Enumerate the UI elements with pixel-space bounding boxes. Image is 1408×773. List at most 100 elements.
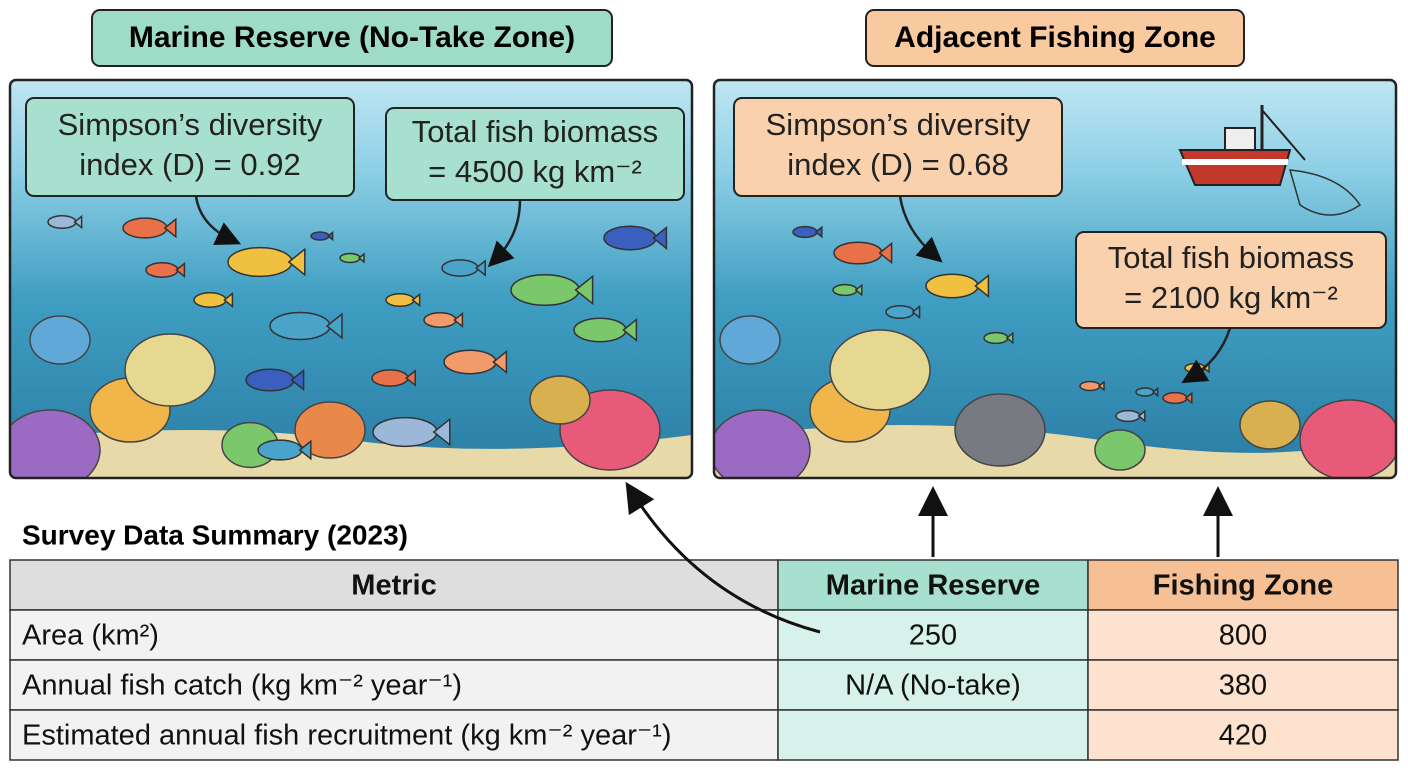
callout-text: index (D) = 0.68 (787, 147, 1008, 182)
coral (829, 329, 931, 411)
title-tag (865, 9, 1245, 67)
fish (573, 317, 627, 343)
callout-text: = 4500 kg km⁻² (428, 154, 642, 189)
callout-text: Simpson’s diversity (58, 107, 323, 142)
fish-tail (175, 262, 186, 278)
fish-tail (1097, 380, 1105, 392)
table-cell (777, 659, 1089, 711)
fish (371, 369, 409, 387)
callout-text: = 2100 kg km⁻² (1124, 280, 1338, 315)
panel-title: Marine Reserve (No-Take Zone) (129, 21, 575, 54)
fish (245, 368, 295, 392)
fish-tail (492, 350, 508, 374)
coral (29, 315, 91, 365)
fish (339, 252, 361, 264)
cell-text: Estimated annual fish recruitment (kg km… (22, 720, 671, 752)
fish-tail (574, 274, 594, 306)
fish-tail (357, 252, 365, 264)
fish (423, 312, 457, 328)
fish-tail (223, 292, 234, 308)
fish-tail (1005, 331, 1014, 345)
cell-text: 420 (1219, 720, 1267, 752)
callout-arrow (487, 199, 522, 268)
table-cell (777, 709, 1089, 761)
fish-tail (326, 230, 334, 242)
panel-frame (712, 78, 1398, 480)
cell-text: Annual fish catch (kg km⁻² year⁻¹) (22, 670, 462, 702)
fish-tail (290, 368, 305, 392)
fish-tail (163, 217, 177, 239)
fish (193, 292, 227, 308)
fish-tail (911, 304, 921, 320)
fish (792, 225, 818, 239)
callout-text: Total fish biomass (1108, 240, 1354, 275)
fish (122, 217, 168, 239)
fish-tail (1151, 386, 1159, 398)
fish-tail (453, 312, 464, 328)
data-table: Metric Marine Reserve Fishing Zone Area (km… (9, 559, 1399, 761)
fish (1162, 391, 1188, 405)
fish-tail (878, 241, 893, 265)
fish (1079, 380, 1101, 392)
fish-tail (287, 247, 306, 277)
callout-box (1075, 231, 1387, 329)
table-title: Survey Data Summary (2023) (22, 519, 408, 550)
fish-tail (325, 312, 343, 340)
fish-tail (1184, 391, 1193, 405)
header-text: Metric (351, 570, 436, 602)
coral (1094, 429, 1146, 471)
coral (954, 393, 1046, 467)
fish (832, 283, 858, 297)
table-cell (777, 609, 1089, 661)
table-cell (9, 659, 779, 711)
fish-tail (814, 225, 823, 239)
cell-text: 800 (1219, 620, 1267, 652)
fish (269, 311, 331, 341)
table-cell (777, 559, 1089, 611)
fish (885, 304, 915, 320)
fish-tail (298, 439, 312, 461)
fish-tail (411, 292, 421, 308)
coral (1299, 399, 1396, 478)
header-text: Marine Reserve (826, 570, 1040, 602)
fish (833, 241, 883, 265)
fish (257, 439, 303, 461)
fish-tail (854, 283, 863, 297)
fish-tail (652, 226, 668, 250)
fish (47, 214, 77, 230)
fish (372, 416, 438, 448)
callout-arrow (194, 195, 242, 245)
coral (294, 401, 366, 459)
cell-text: Area (km²) (22, 620, 159, 652)
fish (603, 225, 657, 251)
fish (510, 273, 580, 307)
table-cell (1087, 559, 1399, 611)
callout-box (25, 97, 355, 197)
fish (1115, 409, 1141, 423)
fish-tail (73, 214, 83, 230)
callouts: Simpson’s diversity index (D) = 0.92 Total… (25, 97, 1387, 384)
cell-text: 250 (909, 620, 957, 652)
header-text: Fishing Zone (1153, 570, 1333, 602)
coral (1239, 400, 1301, 450)
table-cell (9, 609, 779, 661)
fish (145, 262, 179, 278)
fish (385, 292, 415, 308)
fish (310, 231, 330, 241)
coral (719, 315, 781, 365)
fish-tail (432, 417, 451, 447)
fish (441, 259, 479, 277)
coral (714, 409, 811, 478)
fish (227, 246, 293, 278)
table-cell (1087, 709, 1399, 761)
callout-arrow (1181, 327, 1232, 384)
callout-text: Simpson’s diversity (766, 107, 1031, 142)
panel-title: Adjacent Fishing Zone (894, 21, 1216, 54)
callout-text: index (D) = 0.92 (79, 147, 300, 182)
fish (925, 273, 979, 299)
cell-text: 380 (1219, 670, 1267, 702)
title-tag (91, 9, 613, 67)
callout-text: Total fish biomass (412, 114, 658, 149)
fishing-boat (1178, 105, 1362, 216)
